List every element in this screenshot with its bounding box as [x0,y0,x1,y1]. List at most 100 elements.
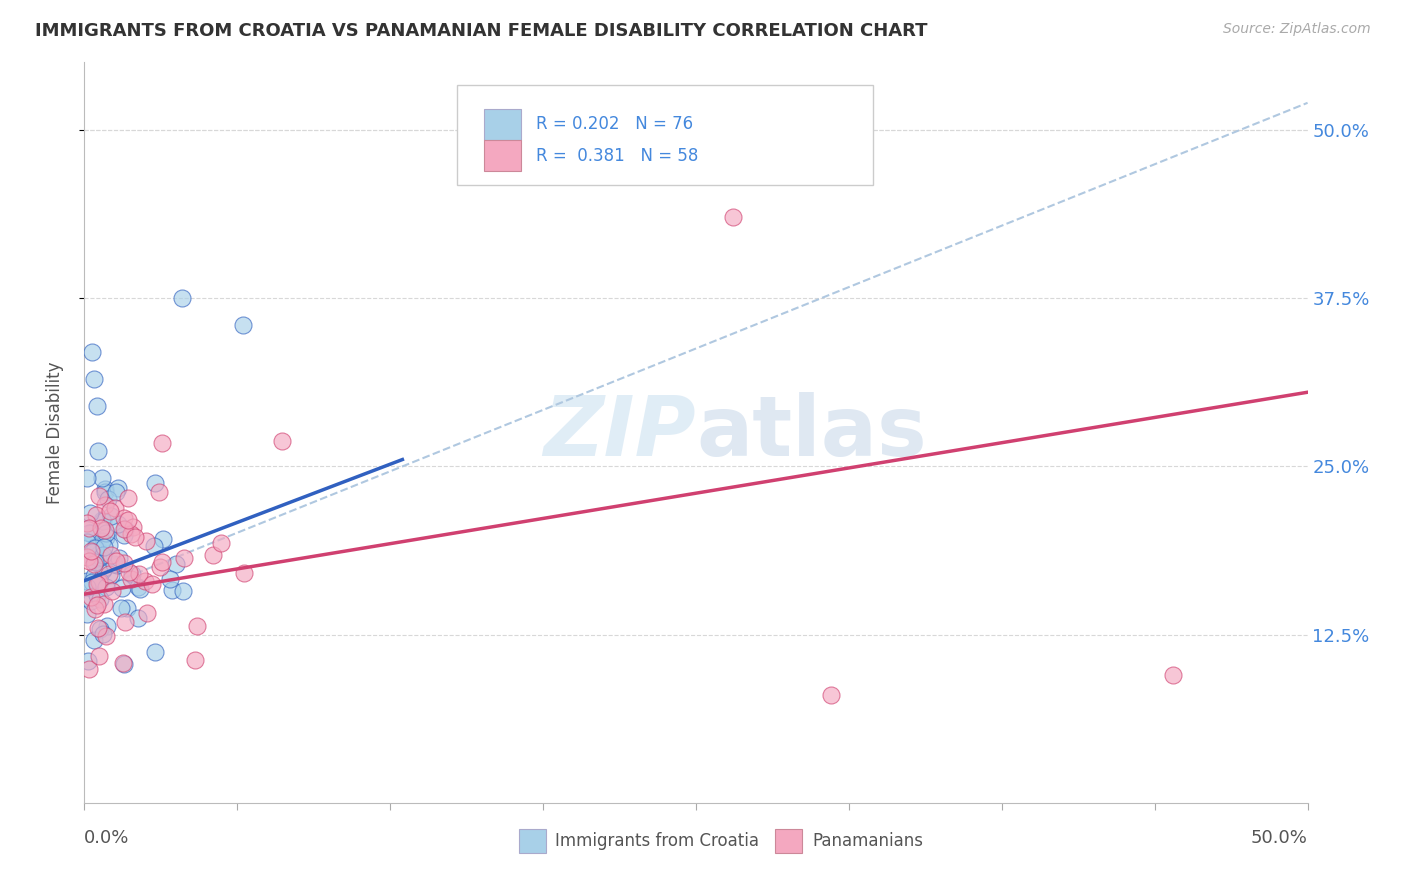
Immigrants from Croatia [76,580,98,594]
Immigrants from Croatia [104,484,127,499]
Panamanians [721,211,744,225]
Immigrants from Croatia [87,576,110,591]
Panamanians [122,520,145,534]
Immigrants from Croatia [108,550,131,565]
Immigrants from Croatia [76,470,98,484]
Immigrants from Croatia [91,471,114,485]
Panamanians [79,662,101,676]
Text: atlas: atlas [696,392,927,473]
Panamanians [80,543,103,558]
Panamanians [83,602,105,616]
Immigrants from Croatia [76,535,98,549]
Panamanians [89,574,111,589]
Panamanians [89,489,111,503]
Text: R =  0.381   N = 58: R = 0.381 N = 58 [536,147,699,165]
Immigrants from Croatia [165,557,187,571]
Panamanians [202,548,225,562]
Panamanians [233,566,256,580]
Panamanians [86,577,108,591]
Panamanians [90,521,112,535]
Panamanians [148,559,170,574]
Panamanians [94,629,117,643]
Panamanians [114,615,136,629]
Immigrants from Croatia [142,539,165,553]
Immigrants from Croatia [127,611,149,625]
Panamanians [141,577,163,591]
Panamanians [86,621,108,635]
Panamanians [80,590,103,604]
Immigrants from Croatia [91,548,114,562]
Immigrants from Croatia [82,545,104,559]
Immigrants from Croatia [84,555,107,569]
Immigrants from Croatia [94,581,117,595]
Immigrants from Croatia [90,549,112,564]
Panamanians [98,503,121,517]
Panamanians [117,513,139,527]
Immigrants from Croatia [80,526,103,541]
Panamanians [112,511,135,525]
Panamanians [136,606,159,620]
Immigrants from Croatia [172,583,194,598]
Panamanians [93,523,115,537]
Immigrants from Croatia [80,344,103,359]
Immigrants from Croatia [232,318,254,332]
Panamanians [173,550,195,565]
Immigrants from Croatia [80,594,103,608]
Panamanians [76,550,98,565]
Immigrants from Croatia [89,574,111,588]
Immigrants from Croatia [111,581,134,595]
Text: 50.0%: 50.0% [1251,829,1308,847]
Immigrants from Croatia [112,528,135,542]
Panamanians [150,555,173,569]
Panamanians [97,566,120,581]
Panamanians [148,484,170,499]
Panamanians [100,548,122,562]
Immigrants from Croatia [87,551,110,566]
Immigrants from Croatia [77,654,100,668]
Immigrants from Croatia [152,533,174,547]
Immigrants from Croatia [97,491,120,506]
Immigrants from Croatia [83,569,105,583]
Immigrants from Croatia [93,540,115,554]
Immigrants from Croatia [87,443,110,458]
Panamanians [112,522,135,536]
Panamanians [820,688,842,702]
Text: IMMIGRANTS FROM CROATIA VS PANAMANIAN FEMALE DISABILITY CORRELATION CHART: IMMIGRANTS FROM CROATIA VS PANAMANIAN FE… [35,22,928,40]
Panamanians [120,527,142,541]
Panamanians [105,554,128,568]
Immigrants from Croatia [110,600,132,615]
Immigrants from Croatia [91,563,114,577]
Panamanians [118,565,141,579]
Immigrants from Croatia [86,399,108,413]
Panamanians [117,491,139,506]
Immigrants from Croatia [143,645,166,659]
Immigrants from Croatia [143,476,166,491]
Panamanians [1161,668,1184,682]
Immigrants from Croatia [128,582,150,597]
Immigrants from Croatia [76,574,98,589]
Text: Panamanians: Panamanians [813,832,924,850]
Immigrants from Croatia [91,627,114,641]
Panamanians [186,619,208,633]
Panamanians [184,652,207,666]
Panamanians [76,516,98,530]
Immigrants from Croatia [89,592,111,607]
Panamanians [134,574,156,589]
Y-axis label: Female Disability: Female Disability [45,361,63,504]
Panamanians [128,567,150,582]
Panamanians [112,557,135,571]
Immigrants from Croatia [105,558,128,573]
Immigrants from Croatia [91,533,114,548]
Bar [484,109,522,140]
Panamanians [135,533,157,548]
Immigrants from Croatia [76,523,98,537]
Immigrants from Croatia [107,517,129,532]
Text: 0.0%: 0.0% [84,829,129,847]
Panamanians [124,531,146,545]
Immigrants from Croatia [127,580,149,594]
Panamanians [87,648,110,663]
Immigrants from Croatia [83,372,105,386]
Immigrants from Croatia [159,572,181,586]
FancyBboxPatch shape [457,85,873,185]
Text: Immigrants from Croatia: Immigrants from Croatia [555,832,759,850]
